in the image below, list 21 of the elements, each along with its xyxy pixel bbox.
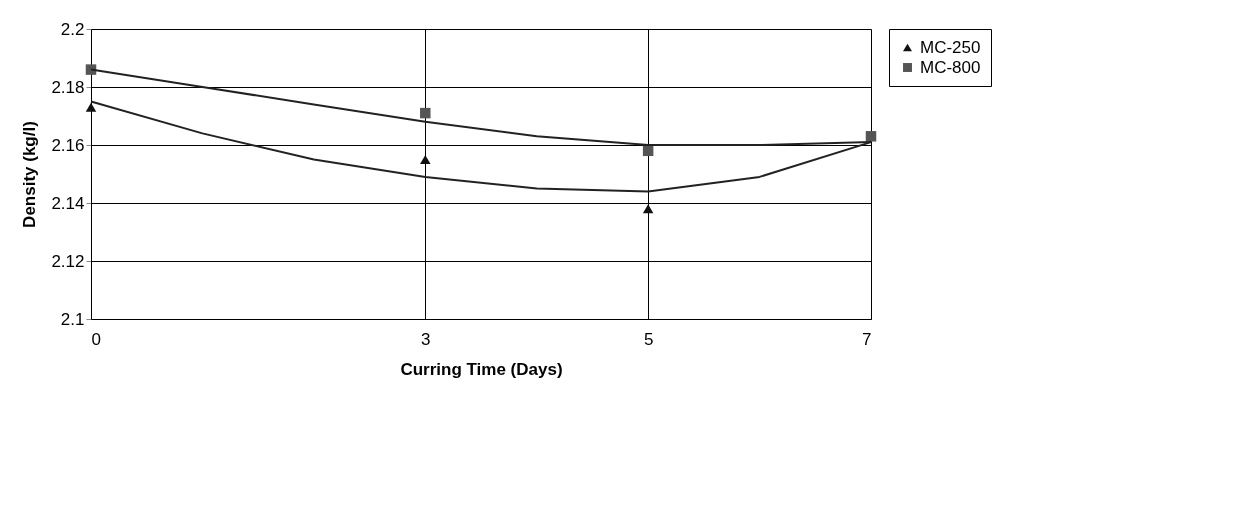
y-tick-label: 2.14 bbox=[51, 193, 85, 213]
legend-label: MC-800 bbox=[920, 57, 981, 77]
legend-label: MC-250 bbox=[920, 37, 981, 57]
point bbox=[642, 145, 654, 157]
x-axis-title: Curring Time (Days) bbox=[400, 359, 563, 379]
point bbox=[642, 204, 654, 214]
point bbox=[420, 107, 431, 119]
point bbox=[865, 131, 877, 142]
x-tick-label: 3 bbox=[421, 329, 431, 349]
point bbox=[85, 64, 97, 75]
y-tick-label: 2.16 bbox=[51, 135, 85, 155]
y-tick-label: 2.18 bbox=[51, 77, 85, 97]
y-tick-label: 2.2 bbox=[60, 19, 85, 39]
y-tick-label: 2.1 bbox=[60, 309, 85, 329]
x-tick-label: 7 bbox=[862, 329, 872, 349]
y-tick-label: 2.12 bbox=[51, 251, 85, 271]
x-tick-label: 5 bbox=[643, 329, 654, 349]
x-tick-label: 0 bbox=[91, 329, 101, 349]
point bbox=[420, 154, 431, 165]
y-axis-title: Density (kg/l) bbox=[20, 121, 40, 228]
point bbox=[85, 102, 97, 112]
